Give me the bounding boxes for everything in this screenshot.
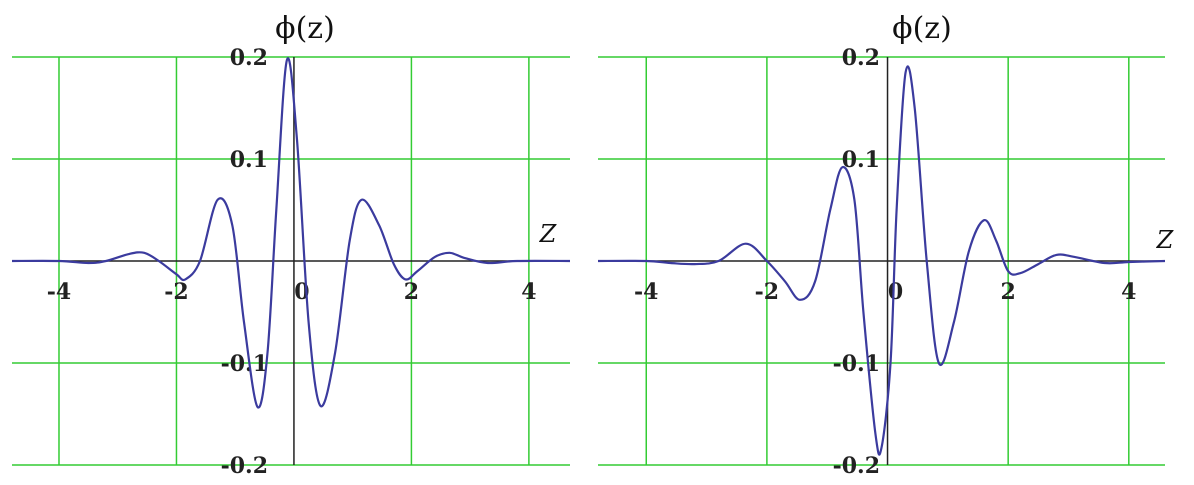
y-tick-label: 0.2 <box>842 45 880 71</box>
x-tick-label: -4 <box>47 279 71 305</box>
x-tick-label: 4 <box>521 279 536 305</box>
series-line <box>11 57 571 409</box>
x-axis-label: Z <box>539 220 558 248</box>
x-tick-label: -2 <box>755 279 779 305</box>
x-tick-label: 2 <box>404 279 419 305</box>
x-tick-label: 4 <box>1121 279 1136 305</box>
y-tick-label: 0.2 <box>230 45 268 71</box>
y-tick-label: -0.1 <box>833 351 880 377</box>
x-tick-label: -2 <box>164 279 188 305</box>
y-tick-label: 0.1 <box>230 147 268 173</box>
y-tick-label: 0.1 <box>842 147 880 173</box>
y-axis-label: ϕ(z) <box>275 11 335 46</box>
x-axis-label: Z <box>1156 226 1175 254</box>
y-tick-label: -0.2 <box>833 453 880 479</box>
chart-left: -4 -2 0 2 40.20.1-0.1-0.2ϕ(z)Z <box>11 11 571 479</box>
series-line <box>597 65 1166 456</box>
y-axis-label: ϕ(z) <box>892 11 952 46</box>
y-tick-label: -0.2 <box>221 453 268 479</box>
x-tick-label: 0 <box>888 279 903 305</box>
chart-right: -4 -2 0 2 4 0.2 0.1 -0.1 -0.2 ϕ(z) Z <box>597 11 1175 479</box>
x-tick-label: 2 <box>1001 279 1016 305</box>
x-tick-label: -4 <box>634 279 658 305</box>
y-tick-label: -0.1 <box>221 351 268 377</box>
